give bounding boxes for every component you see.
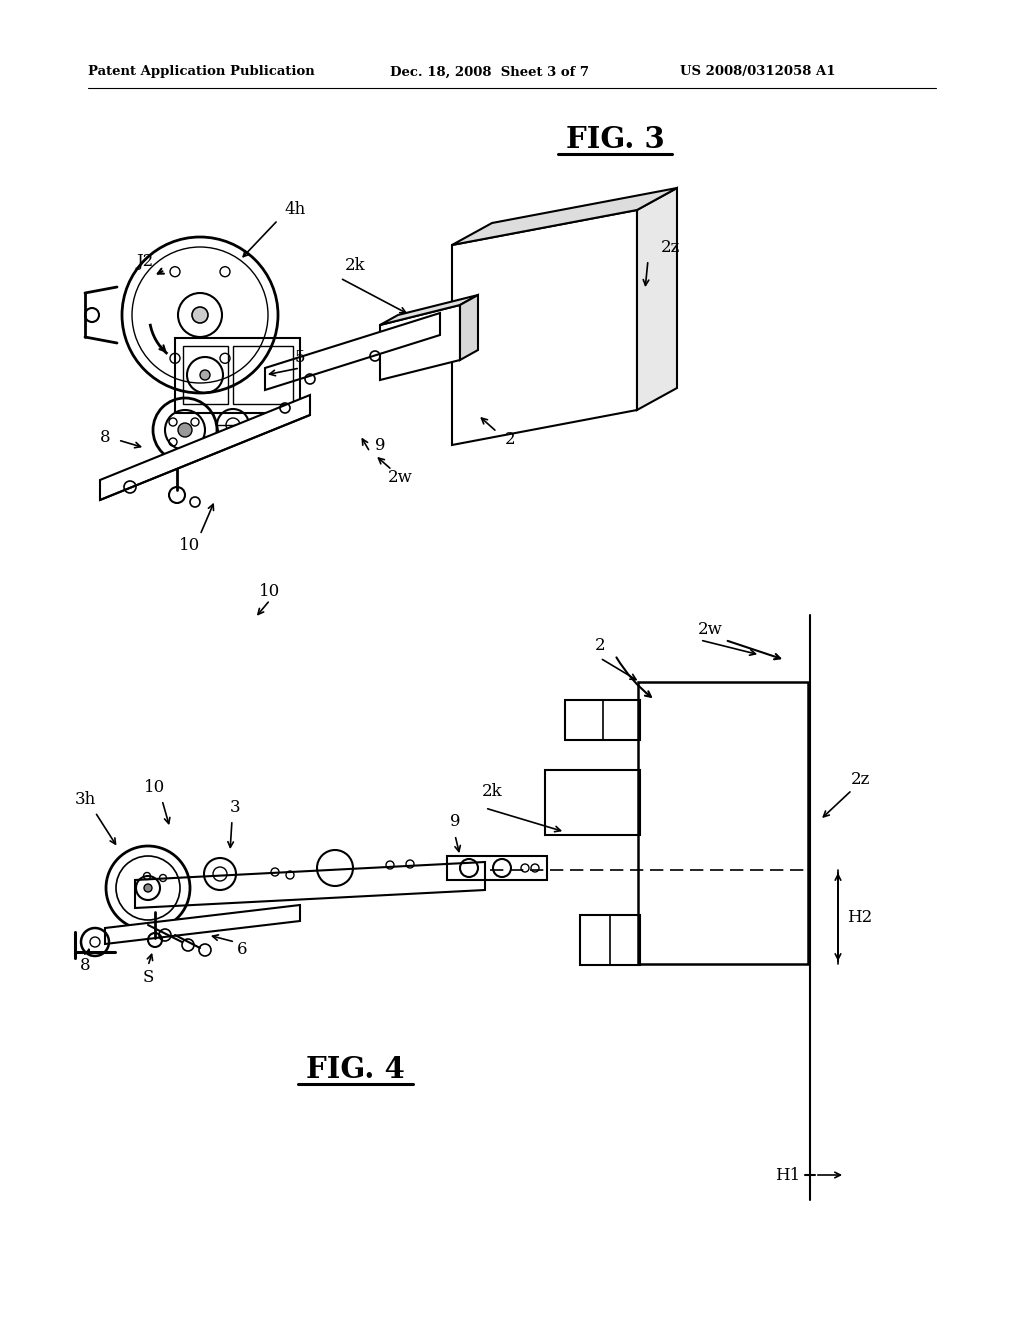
Circle shape [144,884,152,892]
Bar [183,346,228,404]
Text: J2: J2 [136,253,154,271]
Text: 8: 8 [99,429,111,446]
Text: H2: H2 [848,908,872,925]
Text: 2z: 2z [850,771,869,788]
Text: 4h: 4h [285,202,305,219]
Polygon shape [105,906,300,944]
Bar [175,338,300,413]
Bar [233,346,293,404]
Text: US 2008/0312058 A1: US 2008/0312058 A1 [680,66,836,78]
Polygon shape [135,862,485,908]
Text: 2k: 2k [481,784,503,800]
Text: 3h: 3h [75,792,95,808]
Polygon shape [460,294,478,360]
Text: S: S [142,969,154,986]
Text: 2: 2 [505,432,515,449]
Text: 2k: 2k [345,256,366,273]
Circle shape [193,308,208,323]
Text: 9: 9 [450,813,460,830]
Polygon shape [265,313,440,389]
Text: 2z: 2z [660,239,680,256]
Polygon shape [380,305,460,380]
Polygon shape [452,187,677,246]
Polygon shape [452,210,637,445]
Text: 2w: 2w [387,470,413,487]
Text: 6: 6 [237,941,247,958]
Text: 2: 2 [595,636,605,653]
Bar [565,700,640,741]
Text: 3: 3 [229,800,241,817]
Text: Patent Application Publication: Patent Application Publication [88,66,314,78]
Text: 8: 8 [80,957,90,974]
Bar [447,855,547,880]
Text: Dec. 18, 2008  Sheet 3 of 7: Dec. 18, 2008 Sheet 3 of 7 [390,66,589,78]
Bar [545,770,640,836]
Text: 10: 10 [259,583,281,601]
Circle shape [200,370,210,380]
Polygon shape [380,294,478,325]
Text: FIG. 3: FIG. 3 [565,125,665,154]
Bar [580,915,640,965]
Circle shape [178,422,193,437]
Text: FIG. 4: FIG. 4 [305,1056,404,1085]
Polygon shape [100,395,310,500]
Text: 2w: 2w [697,622,723,639]
Bar [638,682,808,964]
Text: 9: 9 [375,437,385,454]
Polygon shape [637,187,677,411]
Text: H1: H1 [775,1167,801,1184]
Text: 5: 5 [295,350,305,367]
Text: 10: 10 [179,536,201,553]
Text: 10: 10 [144,780,166,796]
